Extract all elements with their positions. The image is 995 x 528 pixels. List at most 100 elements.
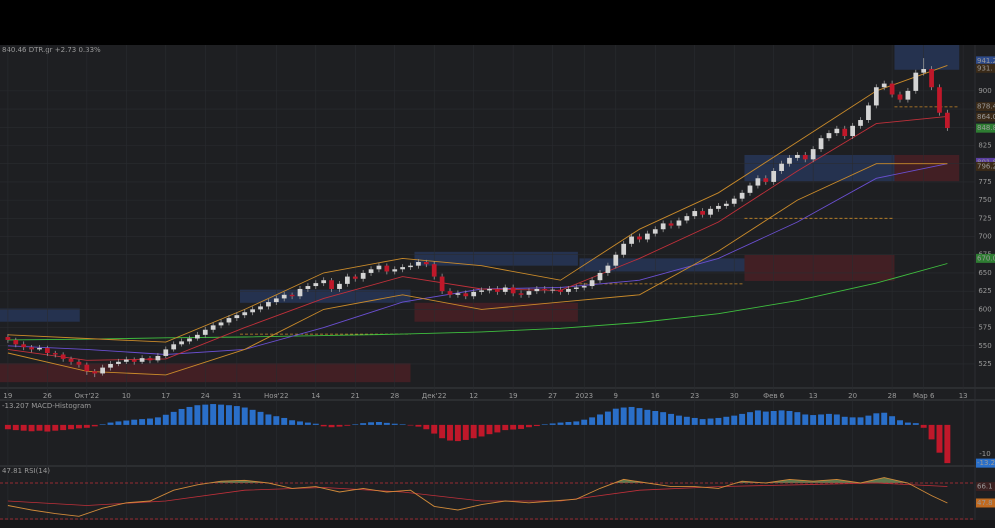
histogram-bar <box>170 411 177 425</box>
candle-body <box>234 315 240 319</box>
histogram-bar <box>289 420 296 425</box>
histogram-bar <box>470 424 477 439</box>
histogram-bar <box>399 424 406 425</box>
candle-body <box>297 288 303 297</box>
x-tick-label: 24 <box>201 392 210 400</box>
histogram-bar <box>423 424 430 430</box>
candle-body <box>621 243 627 255</box>
histogram-bar <box>533 424 540 427</box>
histogram-bar <box>604 411 611 425</box>
histogram-bar <box>715 417 722 425</box>
histogram-bar <box>28 424 35 432</box>
histogram-bar <box>549 423 556 425</box>
histogram-bar <box>557 422 564 425</box>
x-tick-label: Дек'22 <box>422 392 447 400</box>
price-label-bg <box>976 112 995 122</box>
candle-body <box>502 287 508 292</box>
candle-body <box>100 367 105 374</box>
histogram-bar <box>849 417 856 425</box>
histogram-bar <box>320 424 327 427</box>
price-label: 878.4 <box>977 103 995 111</box>
histogram-bar <box>778 410 785 425</box>
candle-body <box>116 361 121 364</box>
x-tick-label: 17 <box>161 392 170 400</box>
candle-body <box>534 288 540 292</box>
candle-body <box>645 233 650 240</box>
y-tick-label: 625 <box>978 287 991 295</box>
candle-body <box>676 220 682 226</box>
histogram-bar <box>652 411 659 425</box>
candle-body <box>889 83 895 95</box>
x-tick-label: 26 <box>43 392 52 400</box>
candle-body <box>818 138 824 150</box>
histogram-bar <box>510 424 517 430</box>
candle-body <box>708 208 713 215</box>
histogram-bar <box>241 407 248 425</box>
candle-body <box>147 358 153 361</box>
candle-body <box>13 339 19 345</box>
candle-body <box>487 288 492 291</box>
histogram-bar <box>675 415 682 425</box>
x-tick-label: 2023 <box>575 392 593 400</box>
candle-body <box>273 298 279 303</box>
overbought-area <box>7 477 948 484</box>
candle-body <box>795 154 800 158</box>
histogram-bar <box>344 424 351 426</box>
y-tick-label: 650 <box>978 269 991 277</box>
candle-body <box>518 293 524 295</box>
candle-body <box>329 280 334 289</box>
candle-body <box>755 178 761 186</box>
candle-body <box>29 347 34 350</box>
x-tick-label: 28 <box>390 392 399 400</box>
candle-body <box>139 358 145 362</box>
candle-body <box>913 72 919 91</box>
candle-body <box>447 291 453 295</box>
x-tick-label: 13 <box>959 392 968 400</box>
candle-body <box>242 312 248 316</box>
histogram-bar <box>60 424 67 431</box>
candle-body <box>558 289 563 292</box>
zone <box>0 308 80 322</box>
candle-body <box>471 291 477 297</box>
x-tick-label: Окт'22 <box>75 392 100 400</box>
price-label-bg <box>976 56 995 66</box>
x-tick-label: 19 <box>3 392 12 400</box>
candle-body <box>45 347 50 354</box>
candle-body <box>37 347 42 350</box>
histogram-bar <box>225 405 232 425</box>
histogram-bar <box>194 405 201 425</box>
candle-body <box>187 338 192 342</box>
candle-body <box>360 272 366 279</box>
histogram-bar <box>36 424 43 431</box>
candle-body <box>21 344 27 348</box>
candle-body <box>423 262 429 265</box>
histogram-bar <box>328 424 335 428</box>
y-tick-label: 525 <box>978 360 991 368</box>
candle-body <box>881 83 887 88</box>
candle-body <box>321 280 327 284</box>
candle-body <box>660 223 666 230</box>
histogram-bar <box>391 423 398 425</box>
histogram-bar <box>518 424 525 429</box>
candle-body <box>787 157 792 164</box>
candle-body <box>510 287 516 294</box>
price-label: 931. <box>977 64 993 72</box>
candle-body <box>313 283 319 287</box>
x-tick-label: Мар 6 <box>913 392 935 400</box>
x-tick-label: 27 <box>548 392 557 400</box>
histogram-bar <box>628 406 635 425</box>
price-label: 796.2 <box>977 162 995 170</box>
candle-body <box>281 294 287 299</box>
histogram-bar <box>383 422 390 425</box>
price-label: 941.2 <box>977 57 995 65</box>
candle-body <box>652 229 658 234</box>
candle-body <box>763 178 769 182</box>
candle-body <box>258 306 263 310</box>
histogram-bar <box>447 424 453 441</box>
candle-body <box>747 185 753 193</box>
value-label-bg <box>976 498 995 508</box>
histogram-bar <box>770 411 777 425</box>
histogram-bar <box>360 423 367 425</box>
histogram-bar <box>147 418 153 425</box>
histogram-bar <box>889 416 896 425</box>
